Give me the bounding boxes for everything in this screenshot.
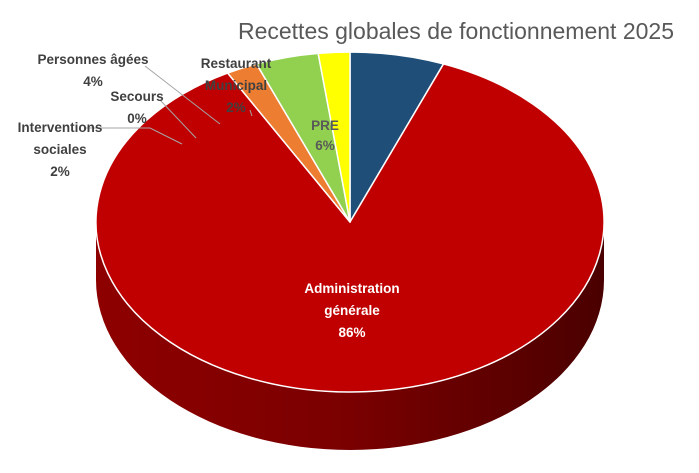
slice-label-pre-line-1: PRE (311, 118, 339, 133)
leader-line-personnes-agees (144, 65, 221, 125)
slice-label-interventions-line-1: Interventions (18, 120, 103, 135)
pie-sides (96, 222, 604, 450)
slice-labels: PRE 6% Administration générale 86% Interventi… (18, 52, 400, 340)
pie-slices (95, 51, 605, 393)
slice-label-interventions-value: 2% (50, 164, 70, 179)
chart-title: Recettes globales de fonctionnement 2025 (237, 18, 674, 44)
leader-line-secours (159, 99, 197, 139)
slice-label-administration-line-1: Administration (304, 281, 399, 296)
slice-side-administration (96, 222, 604, 450)
slice-label-restaurant-line-2: Municipal (205, 78, 267, 93)
slice-label-restaurant-value: 2% (226, 100, 246, 115)
slice-label-personnes-agees-value: 4% (83, 74, 103, 89)
slice-label-pre-value: 6% (315, 138, 335, 153)
slice-label-secours-value: 0% (127, 111, 147, 126)
slice-administration (95, 63, 605, 393)
slice-label-personnes-agees-line-1: Personnes âgées (37, 52, 148, 67)
leader-lines (84, 65, 253, 145)
slice-label-restaurant-line-1: Restaurant (201, 56, 272, 71)
slice-restaurant (317, 51, 351, 223)
leader-line-interventions (84, 127, 183, 145)
slice-label-interventions-line-2: sociales (33, 142, 86, 157)
leader-line-restaurant (249, 109, 253, 117)
slice-label-administration-line-2: générale (324, 303, 380, 318)
slice-label-secours-line-1: Secours (110, 89, 163, 104)
slice-label-administration-value: 86% (338, 325, 365, 340)
